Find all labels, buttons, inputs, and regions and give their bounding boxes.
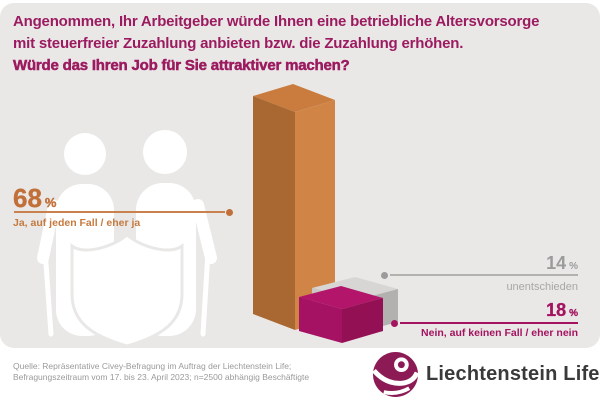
source-note: Quelle: Repräsentative Civey-Befragung i… (13, 361, 309, 383)
liechtenstein-life-logo: Liechtenstein Life (372, 348, 600, 400)
leader-dot-yes (226, 208, 233, 216)
label-yes: Ja, auf jeden Fall / eher ja (13, 217, 141, 229)
value-yes: 68% (13, 183, 57, 214)
leader-line-undecided (381, 271, 578, 279)
leader-line-yes (14, 208, 233, 216)
headline-line-1: Angenommen, Ihr Arbeitgeber würde Ihnen … (13, 13, 540, 30)
headline-line-2: mit steuerfreier Zuzahlung anbieten bzw.… (13, 34, 464, 52)
value-yes-number: 68 (13, 183, 42, 213)
logo-wordmark: Liechtenstein Life (426, 362, 600, 385)
headline-question: Würde das Ihren Job für Sie attraktiver … (13, 57, 350, 74)
leader-line-no (391, 319, 578, 327)
source-line-2: Befragungszeitraum vom 17. bis 23. April… (13, 372, 310, 382)
label-undecided: unentschieden (506, 281, 578, 293)
headline: Angenommen, Ihr Arbeitgeber würde Ihnen … (13, 11, 593, 77)
label-no: Nein, auf keinen Fall / eher nein (421, 327, 578, 339)
source-line-1: Quelle: Repräsentative Civey-Befragung i… (13, 361, 292, 371)
value-yes-unit: % (44, 195, 57, 210)
value-no-unit: % (569, 308, 578, 319)
value-undecided-number: 14 (546, 253, 567, 273)
value-no-number: 18 (546, 300, 567, 320)
value-undecided-unit: % (569, 261, 578, 272)
logo-sphere-icon (372, 351, 419, 397)
footer: Quelle: Repräsentative Civey-Befragung i… (0, 348, 600, 400)
value-undecided: 14% (546, 253, 578, 274)
value-no: 18% (546, 300, 578, 321)
leader-dot-undecided (381, 271, 388, 279)
leader-dot-no (391, 319, 398, 327)
